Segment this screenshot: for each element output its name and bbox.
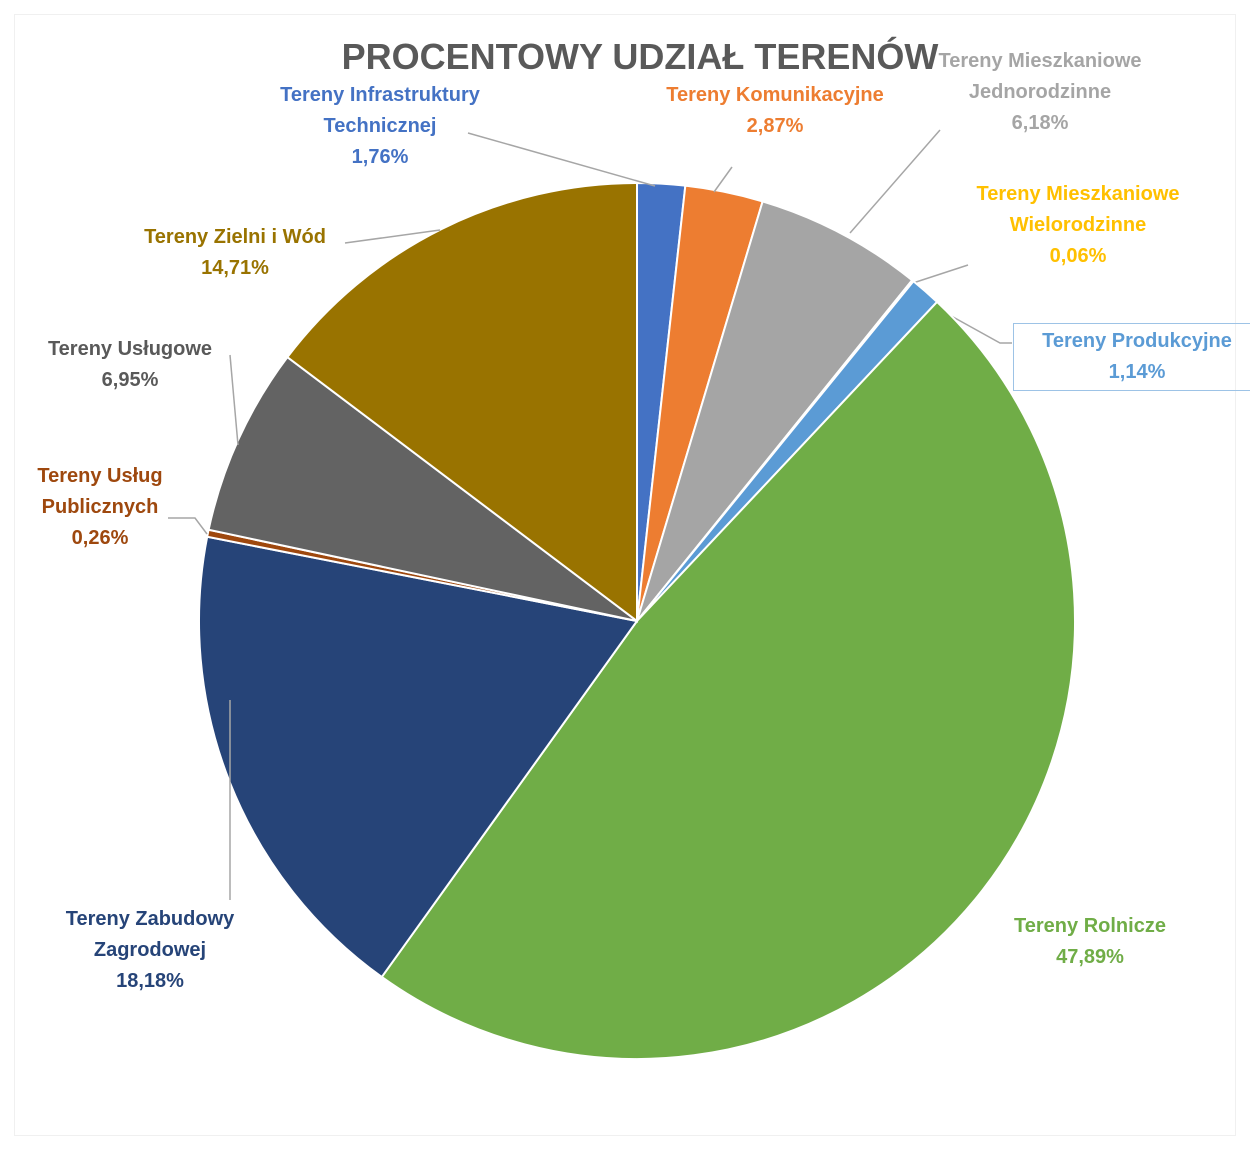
label-category: Tereny Usług Publicznych xyxy=(37,465,163,518)
label-category: Tereny Zielni i Wód xyxy=(144,226,326,248)
label-value: 6,18% xyxy=(1011,112,1069,134)
label-category: Tereny Rolnicze xyxy=(1014,915,1166,937)
data-label: Tereny Infrastruktury Technicznej 1,76% xyxy=(280,80,480,173)
pie-slice xyxy=(380,300,1076,1060)
label-value: 1,14% xyxy=(1108,361,1166,383)
data-label: Tereny Usług Publicznych 0,26% xyxy=(5,461,195,554)
chart-frame xyxy=(14,14,1236,1136)
chart-title: PROCENTOWY UDZIAŁ TERENÓW xyxy=(341,36,939,77)
pie-slice xyxy=(207,355,638,622)
leader-line xyxy=(849,129,941,234)
label-value: 1,76% xyxy=(351,146,409,168)
label-value: 14,71% xyxy=(201,257,269,279)
pie-slice xyxy=(636,200,914,622)
data-label: Tereny Usługowe 6,95% xyxy=(15,334,245,396)
data-label: Tereny Mieszkaniowe Wielorodzinne 0,06% xyxy=(968,179,1188,272)
leader-line xyxy=(934,306,1012,344)
label-category: Tereny Mieszkaniowe Jednorodzinne xyxy=(938,50,1142,103)
data-label: Tereny Zielni i Wód 14,71% xyxy=(100,222,370,284)
leader-line xyxy=(168,517,208,535)
label-value: 2,87% xyxy=(746,115,804,137)
leader-line xyxy=(912,264,969,284)
label-category: Tereny Zabudowy Zagrodowej xyxy=(65,908,235,961)
label-value: 47,89% xyxy=(1056,946,1124,968)
leader-line xyxy=(344,229,441,244)
label-value: 6,95% xyxy=(101,369,159,391)
leader-line xyxy=(713,166,733,193)
data-label: Tereny Rolnicze 47,89% xyxy=(975,911,1205,973)
data-label: Tereny Produkcyjne 1,14% xyxy=(1012,323,1250,391)
pie-slice xyxy=(285,181,638,624)
data-label: Tereny Zabudowy Zagrodowej 18,18% xyxy=(30,904,270,997)
leader-line xyxy=(467,132,656,187)
data-label: Tereny Mieszkaniowe Jednorodzinne 6,18% xyxy=(930,46,1150,139)
label-value: 0,26% xyxy=(71,527,129,549)
leader-line xyxy=(229,354,239,446)
data-label: Tereny Komunikacyjne 2,87% xyxy=(665,80,885,142)
label-value: 18,18% xyxy=(116,970,184,992)
label-category: Tereny Produkcyjne xyxy=(1042,330,1232,352)
label-category: Tereny Usługowe xyxy=(47,338,213,360)
label-category: Tereny Infrastruktury Technicznej xyxy=(280,84,480,137)
label-value: 0,06% xyxy=(1049,245,1107,267)
label-category: Tereny Mieszkaniowe Wielorodzinne xyxy=(976,183,1180,236)
label-category: Tereny Komunikacyjne xyxy=(666,84,884,106)
